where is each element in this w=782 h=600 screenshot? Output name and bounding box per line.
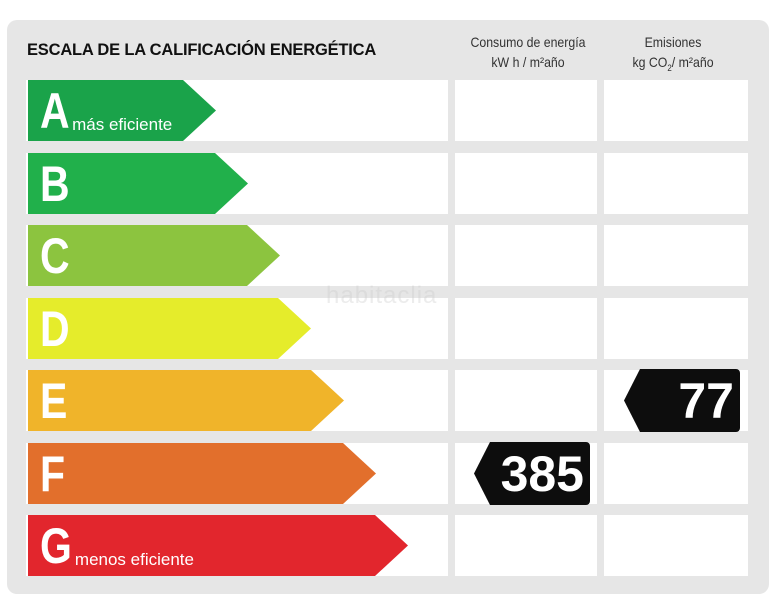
emissions-cell-a xyxy=(604,80,748,141)
energy-cell-b xyxy=(455,153,597,214)
class-description: más eficiente xyxy=(72,115,173,134)
class-letter: B xyxy=(40,156,70,212)
emissions-cell-c xyxy=(604,225,748,286)
class-description: menos eficiente xyxy=(74,550,194,569)
class-arrow-e: E xyxy=(28,370,344,431)
energy-header-line1: Consumo de energía xyxy=(470,34,586,50)
class-letter: D xyxy=(40,301,70,357)
energy-cell-g xyxy=(455,515,597,576)
emissions-cell-g xyxy=(604,515,748,576)
emissions-cell-d xyxy=(604,298,748,359)
class-letter: C xyxy=(40,228,70,284)
emissions-header-line2: kg CO2/ m²año xyxy=(632,54,714,73)
class-arrow-c: C xyxy=(28,225,280,286)
emissions-cell-b xyxy=(604,153,748,214)
emissions-rating-badge: 77 xyxy=(624,369,740,432)
energy-cell-d xyxy=(455,298,597,359)
energy-column-header: Consumo de energía kW h / m²año xyxy=(458,32,599,72)
emissions-column-header: Emisiones kg CO2/ m²año xyxy=(607,32,739,78)
class-arrow-b: B xyxy=(28,153,248,214)
energy-cell-a xyxy=(455,80,597,141)
energy-rating-badge: 385 xyxy=(474,442,590,505)
energy-cell-e xyxy=(455,370,597,431)
energy-header-line2: kW h / m²año xyxy=(491,54,565,70)
class-letter: E xyxy=(40,373,68,429)
watermark: habitaclia xyxy=(326,282,438,309)
energy-cell-c xyxy=(455,225,597,286)
class-letter: F xyxy=(40,446,66,502)
label-title: ESCALA DE LA CALIFICACIÓN ENERGÉTICA xyxy=(27,41,377,59)
class-arrow-d: D xyxy=(28,298,311,359)
class-letter: G xyxy=(40,518,72,574)
class-arrow-f: F xyxy=(28,443,376,504)
class-letter: A xyxy=(40,83,70,139)
emissions-cell-f xyxy=(604,443,748,504)
emissions-header-line1: Emisiones xyxy=(644,34,702,50)
